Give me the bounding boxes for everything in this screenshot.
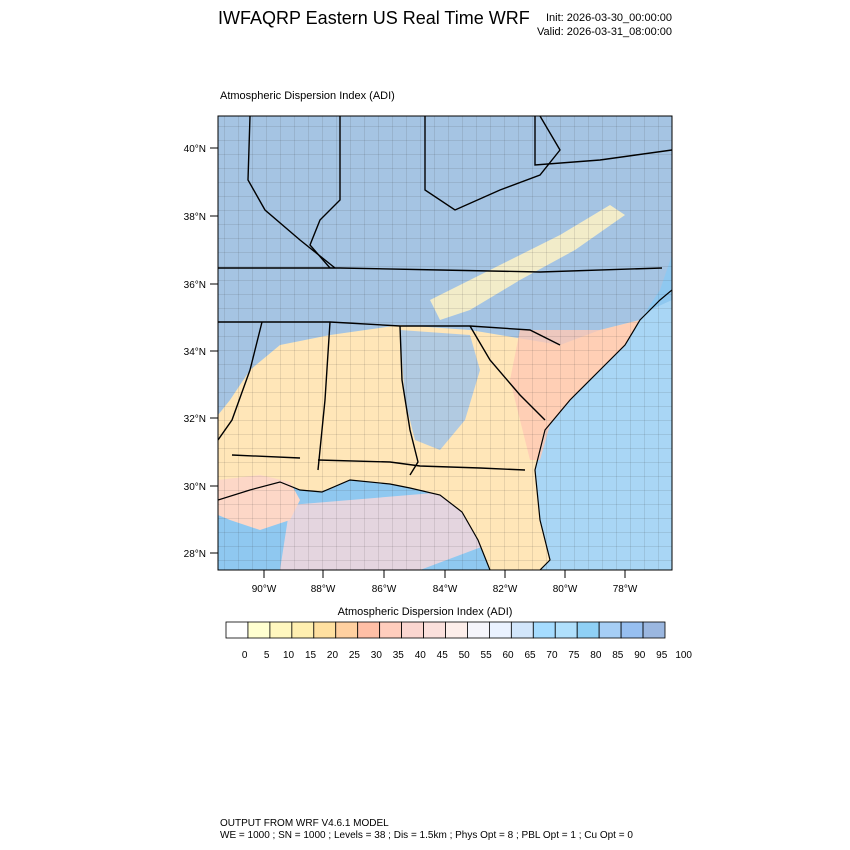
colorbar-swatch	[401, 621, 424, 639]
colorbar-swatch	[510, 621, 534, 639]
plot-title: IWFAQRP Eastern US Real Time WRF	[218, 8, 530, 28]
county-lines	[218, 116, 672, 570]
lon-tick-label: 82°W	[493, 584, 518, 595]
colorbar-label: 0	[242, 650, 248, 661]
colorbar-swatch	[357, 621, 381, 639]
lon-tick-label: 84°W	[433, 584, 458, 595]
colorbar-swatch	[247, 621, 271, 639]
colorbar-swatch	[576, 621, 600, 639]
lon-tick-label: 90°W	[252, 584, 277, 595]
colorbar-label: 30	[371, 650, 383, 661]
colorbar-label: 55	[481, 650, 493, 661]
lat-tick-label: 40°N	[184, 144, 206, 155]
colorbar-swatch	[445, 621, 468, 639]
coastline	[218, 289, 672, 570]
colorbar-label: 100	[675, 650, 692, 661]
lon-tick-label: 80°W	[553, 584, 578, 595]
lat-tick-label: 34°N	[184, 347, 206, 358]
colorbar-swatch	[532, 621, 556, 639]
footer-model: OUTPUT FROM WRF V4.6.1 MODEL	[220, 818, 389, 829]
colorbar-title: Atmospheric Dispersion Index (ADI)	[337, 606, 513, 618]
colorbar-label: 15	[305, 650, 317, 661]
colorbar-label: 45	[437, 650, 449, 661]
map-panel	[218, 116, 672, 570]
colorbar-swatch	[642, 621, 666, 639]
colorbar-swatch	[269, 621, 293, 639]
colorbar-swatch	[291, 621, 315, 639]
colorbar-swatch	[598, 621, 622, 639]
colorbar-label: 5	[264, 650, 270, 661]
field-label: Atmospheric Dispersion Index (ADI)	[220, 90, 395, 102]
colorbar: 0 5 10 15 20 25 30 35 40 45 50 55 60 65 70 75 80 85 90 95 10…	[225, 621, 692, 661]
colorbar-label: 60	[502, 650, 514, 661]
colorbar-label: 95	[656, 650, 668, 661]
colorbar-swatch	[313, 621, 337, 639]
valid-time: Valid: 2026-03-31_08:00:00	[537, 26, 672, 38]
colorbar-label: 35	[393, 650, 405, 661]
colorbar-swatch	[225, 621, 249, 639]
colorbar-label: 40	[415, 650, 427, 661]
colorbar-label: 85	[612, 650, 624, 661]
colorbar-label: 65	[524, 650, 536, 661]
lat-tick-label: 30°N	[184, 482, 206, 493]
lon-tick-label: 88°W	[311, 584, 336, 595]
colorbar-swatch	[335, 621, 359, 639]
init-time: Init: 2026-03-30_00:00:00	[546, 12, 672, 24]
colorbar-swatch	[467, 621, 490, 639]
state-borders	[218, 116, 672, 476]
colorbar-swatch	[488, 621, 512, 639]
lat-tick-label: 32°N	[184, 414, 206, 425]
colorbar-swatch	[554, 621, 578, 639]
latitude-axis: 40°N 38°N 36°N 34°N 32°N 30°N 28°N	[184, 144, 218, 560]
colorbar-label: 80	[590, 650, 602, 661]
colorbar-label: 10	[283, 650, 295, 661]
colorbar-label: 50	[459, 650, 471, 661]
colorbar-swatch	[423, 621, 446, 639]
colorbar-label: 75	[568, 650, 580, 661]
lat-tick-label: 38°N	[184, 212, 206, 223]
lat-tick-label: 36°N	[184, 280, 206, 291]
colorbar-swatch	[379, 621, 402, 639]
colorbar-swatch	[620, 621, 644, 639]
lon-tick-label: 78°W	[613, 584, 638, 595]
colorbar-label: 20	[327, 650, 339, 661]
lon-tick-label: 86°W	[372, 584, 397, 595]
lat-tick-label: 28°N	[184, 549, 206, 560]
colorbar-label: 25	[349, 650, 361, 661]
longitude-axis: 90°W 88°W 86°W 84°W 82°W 80°W 78°W	[252, 570, 638, 595]
footer-config: WE = 1000 ; SN = 1000 ; Levels = 38 ; Di…	[220, 830, 633, 841]
colorbar-label: 90	[634, 650, 646, 661]
colorbar-label: 70	[546, 650, 558, 661]
